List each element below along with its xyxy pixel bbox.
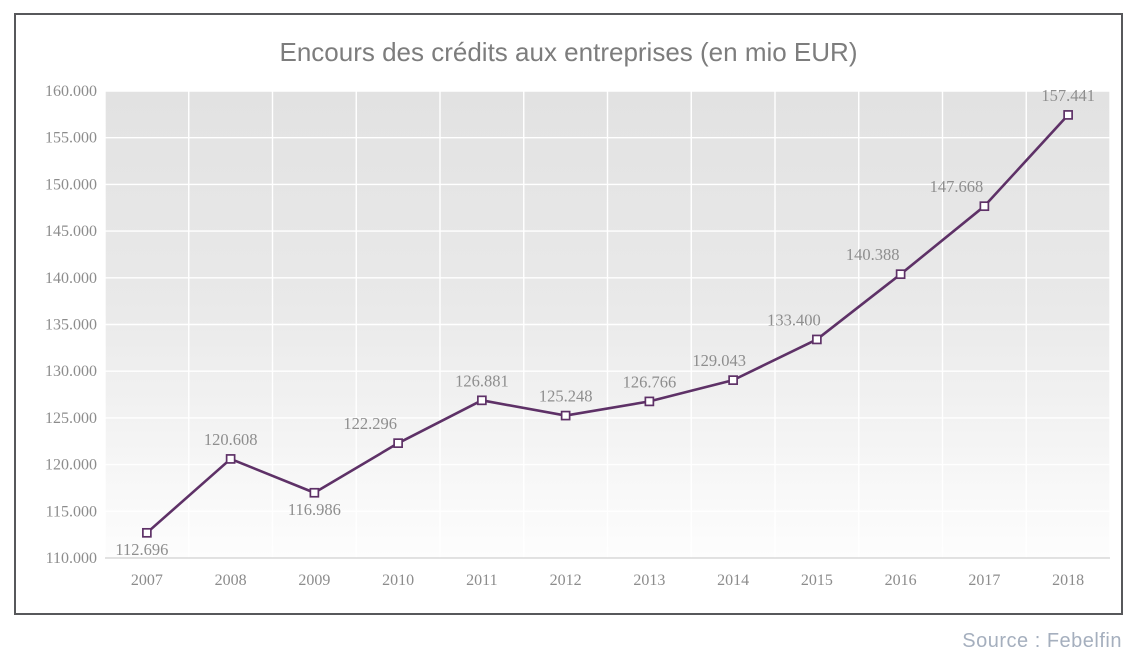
data-point-marker: [1063, 110, 1073, 120]
y-tick-label: 150.000: [45, 176, 97, 193]
x-tick-label: 2007: [131, 572, 163, 589]
data-point-marker: [728, 375, 738, 385]
data-point-marker: [812, 334, 822, 345]
data-line: [146, 114, 1070, 534]
data-point-marker: [142, 527, 152, 538]
y-tick-label: 130.000: [45, 363, 97, 380]
chart-title: Encours des crédits aux entreprises (en …: [279, 37, 858, 67]
data-point-label: 133.400: [767, 310, 821, 329]
x-tick-label: 2012: [550, 572, 582, 589]
data-point-label: 140.388: [846, 245, 900, 264]
x-tick-label: 2008: [215, 572, 247, 589]
data-point-label: 126.881: [455, 371, 509, 390]
source-note: Source : Febelfin: [962, 630, 1122, 652]
chart-frame: Encours des crédits aux entreprises (en …: [14, 13, 1123, 615]
y-tick-label: 115.000: [46, 503, 97, 520]
data-point-label: 125.248: [539, 387, 593, 406]
y-tick-label: 120.000: [45, 457, 97, 474]
y-tick-label: 110.000: [46, 550, 97, 567]
x-tick-label: 2009: [298, 572, 330, 589]
data-point-label: 122.296: [343, 414, 397, 433]
y-tick-label: 125.000: [45, 410, 97, 427]
x-tick-label: 2013: [633, 572, 665, 589]
x-tick-label: 2018: [1052, 572, 1084, 589]
x-tick-label: 2016: [885, 572, 917, 589]
data-point-label: 116.986: [288, 500, 341, 519]
data-point-marker: [895, 269, 906, 280]
data-point-label: 120.608: [204, 430, 258, 449]
data-point-marker: [979, 201, 990, 212]
y-tick-label: 135.000: [45, 317, 97, 334]
y-tick-label: 140.000: [45, 270, 97, 287]
data-point-marker: [560, 410, 571, 421]
x-tick-label: 2017: [968, 572, 1000, 589]
y-tick-label: 155.000: [45, 130, 97, 147]
x-tick-label: 2014: [717, 572, 749, 589]
data-point-marker: [477, 395, 487, 406]
data-point-label: 112.696: [115, 540, 168, 559]
x-tick-label: 2011: [466, 572, 497, 589]
data-point-label: 147.668: [930, 177, 984, 196]
x-tick-label: 2010: [382, 572, 414, 589]
x-tick-label: 2015: [801, 572, 833, 589]
y-tick-label: 145.000: [45, 223, 97, 240]
data-point-label: 157.441: [1041, 86, 1095, 105]
data-point-marker: [644, 396, 655, 407]
data-point-marker: [225, 454, 236, 464]
data-point-label: 129.043: [692, 351, 746, 370]
y-tick-label: 160.000: [45, 83, 97, 100]
data-point-marker: [393, 438, 403, 449]
data-point-label: 126.766: [623, 372, 677, 391]
data-point-marker: [309, 487, 320, 498]
line-chart-plot: 110.000 115.000 120.000 125.000 130.000 135.0…: [45, 83, 1111, 589]
